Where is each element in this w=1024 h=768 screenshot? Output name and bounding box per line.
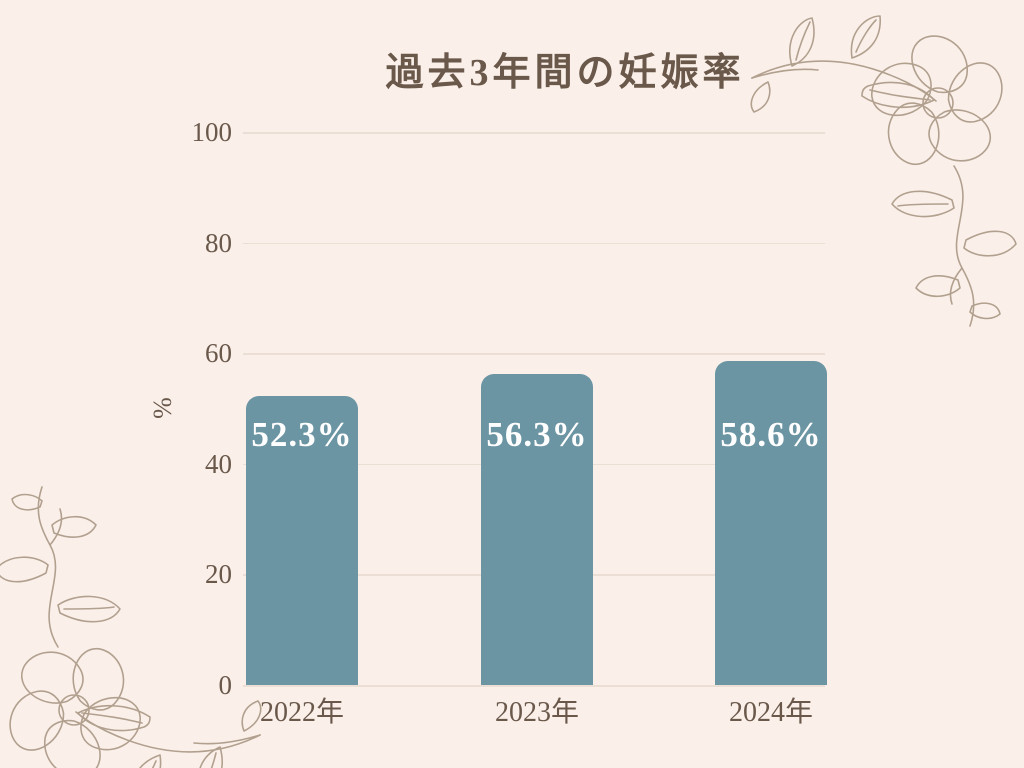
- gridline: [243, 132, 825, 134]
- gridline: [243, 242, 825, 245]
- bar-value-label: 56.3%: [486, 414, 588, 454]
- y-tick-label: 40: [205, 448, 232, 479]
- y-tick-label: 20: [205, 559, 232, 590]
- y-tick-label: 100: [191, 117, 233, 147]
- gridline: [243, 685, 825, 687]
- gridline: [243, 353, 825, 355]
- bar-value-label: 58.6%: [720, 414, 822, 454]
- chart-title: 過去3年間の妊娠率: [385, 52, 745, 94]
- bar-2022年: 52.3%: [246, 395, 358, 685]
- bar-2024年: 58.6%: [715, 360, 827, 685]
- x-tick-label: 2022年: [259, 697, 344, 728]
- bar-value-label: 52.3%: [251, 414, 353, 454]
- y-axis-label: %: [148, 397, 177, 419]
- y-tick-label: 0: [218, 670, 233, 700]
- x-tick-label: 2024年: [728, 697, 813, 728]
- y-tick-label: 80: [205, 227, 232, 258]
- x-tick-label: 2023年: [494, 697, 579, 728]
- y-tick-label: 60: [205, 338, 232, 369]
- bar-2023年: 56.3%: [481, 373, 593, 685]
